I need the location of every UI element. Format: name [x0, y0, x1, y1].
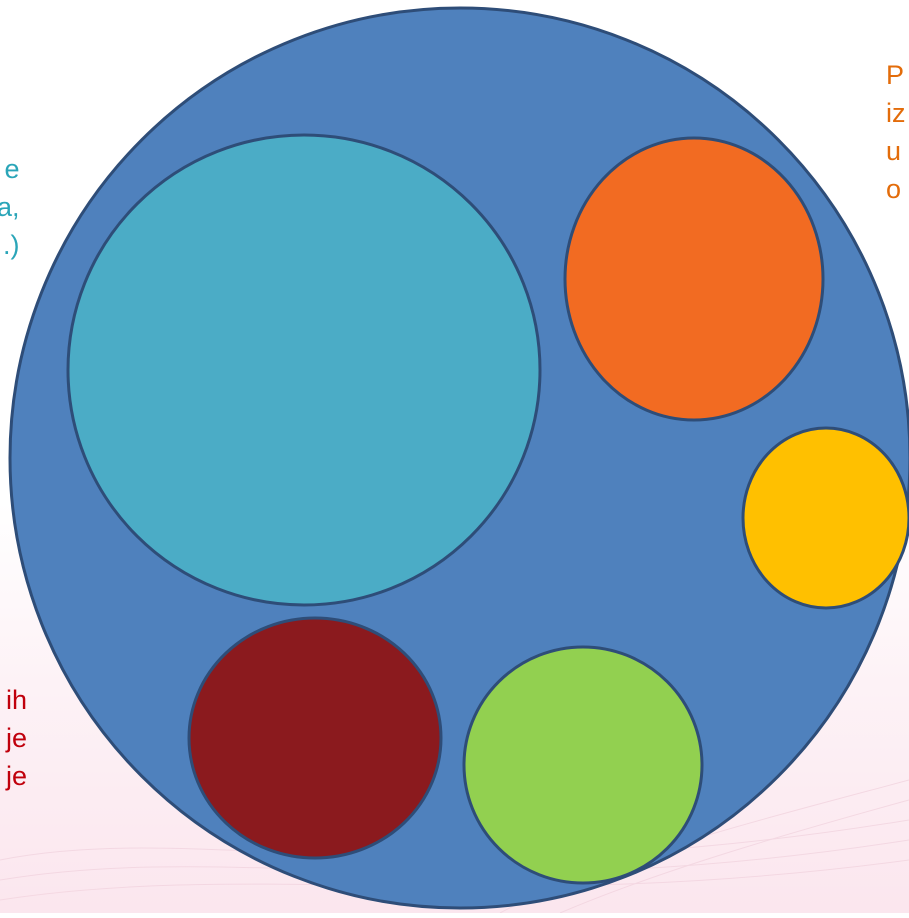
yellow-circle — [741, 426, 909, 610]
left-top-text-fragment: e a, .) — [0, 154, 20, 260]
right-top-text-fragment: P iz u o — [886, 60, 906, 204]
dark-red-circle — [187, 616, 443, 860]
teal-circle — [66, 133, 542, 607]
green-circle — [462, 645, 704, 885]
orange-circle — [563, 136, 825, 422]
left-bottom-text-fragment: ih je je — [6, 685, 28, 791]
